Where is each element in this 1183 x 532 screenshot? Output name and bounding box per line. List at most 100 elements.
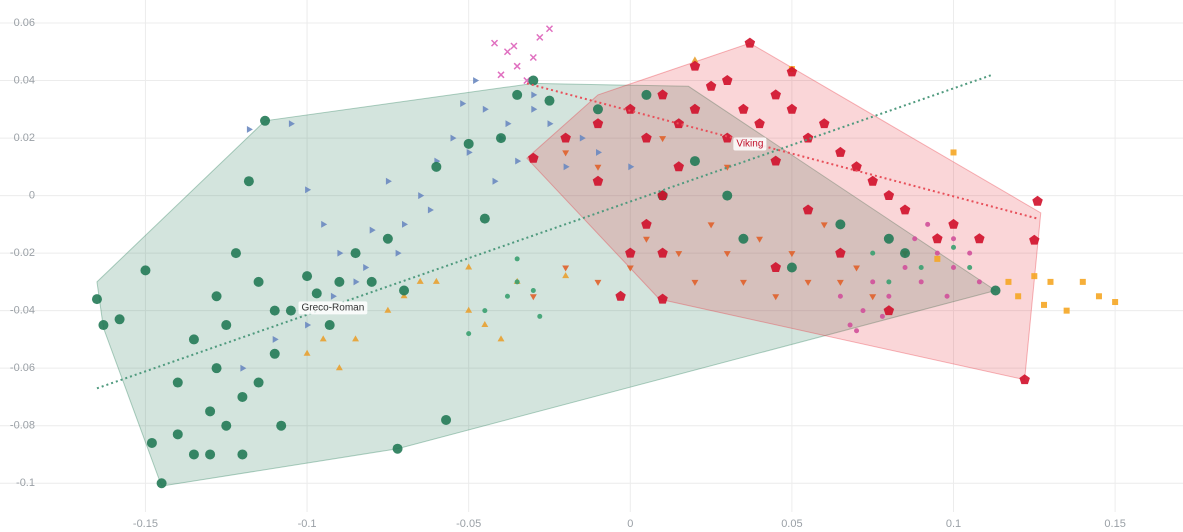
point xyxy=(820,222,828,229)
y-tick-label: 0 xyxy=(29,190,35,202)
point xyxy=(902,265,908,271)
point xyxy=(481,321,489,327)
point xyxy=(395,249,402,257)
point xyxy=(366,276,377,287)
point xyxy=(497,71,505,79)
point xyxy=(770,89,781,100)
point xyxy=(205,406,216,417)
point xyxy=(883,233,894,244)
point xyxy=(967,265,973,271)
point xyxy=(1005,278,1012,285)
point xyxy=(463,138,474,149)
point xyxy=(560,132,571,143)
y-tick-label: 0.02 xyxy=(14,132,35,144)
point xyxy=(836,279,844,286)
point xyxy=(754,118,765,129)
point xyxy=(804,279,812,286)
point xyxy=(594,164,602,171)
point xyxy=(870,279,876,285)
point xyxy=(851,161,862,172)
annotation: Greco-Roman xyxy=(302,302,365,313)
point xyxy=(770,155,781,166)
point xyxy=(479,213,490,224)
point xyxy=(657,247,668,258)
point xyxy=(205,449,216,460)
point xyxy=(756,236,763,243)
point xyxy=(786,262,797,273)
point xyxy=(886,279,892,285)
point xyxy=(330,292,337,300)
point xyxy=(625,247,636,258)
point xyxy=(951,236,957,242)
point xyxy=(432,277,440,284)
annotation-box xyxy=(733,137,767,151)
point xyxy=(529,294,537,301)
point xyxy=(615,290,626,301)
point xyxy=(625,103,636,114)
point xyxy=(951,265,957,271)
point xyxy=(529,53,537,62)
point xyxy=(466,331,472,337)
point xyxy=(140,265,151,276)
point xyxy=(98,320,109,331)
point xyxy=(399,285,410,296)
x-tick-label: -0.15 xyxy=(133,518,158,530)
point xyxy=(867,175,878,186)
point xyxy=(1079,278,1086,285)
point xyxy=(334,276,345,287)
point xyxy=(441,414,452,425)
x-tick-label: 0 xyxy=(627,518,633,530)
point xyxy=(835,219,846,230)
y-tick-label: -0.08 xyxy=(10,420,35,432)
point xyxy=(243,176,254,187)
x-tick-label: 0.1 xyxy=(946,518,961,530)
point xyxy=(505,120,512,128)
point xyxy=(285,305,296,316)
point xyxy=(352,335,359,342)
point xyxy=(562,272,570,279)
point xyxy=(221,420,232,431)
point xyxy=(934,255,941,262)
annotation: Viking xyxy=(736,138,763,149)
point xyxy=(114,314,125,325)
point xyxy=(641,89,652,100)
point xyxy=(237,449,248,460)
point xyxy=(925,221,931,227)
point xyxy=(319,335,327,342)
point xyxy=(491,39,499,47)
point xyxy=(705,80,717,91)
x-tick-label: -0.1 xyxy=(298,518,317,530)
point xyxy=(722,75,733,85)
point xyxy=(673,161,684,172)
point xyxy=(240,364,247,372)
point xyxy=(512,89,523,100)
point xyxy=(514,279,520,285)
x-tick-label: 0.05 xyxy=(781,518,802,530)
point xyxy=(579,134,586,142)
point xyxy=(531,105,538,113)
point xyxy=(211,291,222,302)
point xyxy=(691,56,699,63)
point xyxy=(1095,293,1102,300)
point xyxy=(465,263,473,270)
point xyxy=(847,322,853,328)
point xyxy=(528,75,539,86)
point xyxy=(592,175,604,186)
x-tick-label: 0.15 xyxy=(1104,518,1125,530)
point xyxy=(562,150,570,157)
point xyxy=(990,285,1001,296)
point xyxy=(1063,307,1070,314)
trend-line xyxy=(526,82,1038,220)
point xyxy=(673,118,684,129)
point xyxy=(1032,195,1043,206)
point xyxy=(770,262,781,272)
point xyxy=(350,248,361,259)
point xyxy=(1041,301,1048,308)
point xyxy=(738,233,749,244)
point xyxy=(382,233,393,244)
trend-line xyxy=(96,73,993,390)
point xyxy=(402,220,408,228)
point xyxy=(853,265,860,272)
point xyxy=(363,264,370,271)
point xyxy=(385,177,392,185)
